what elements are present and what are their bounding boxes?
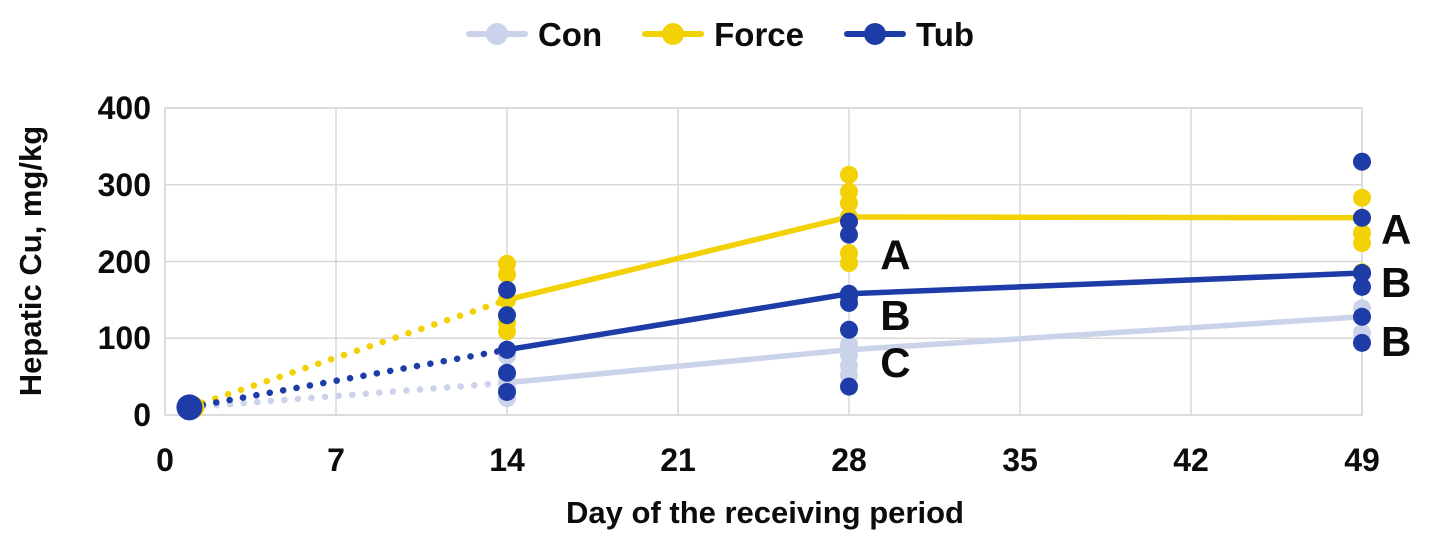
x-tick-label: 7	[327, 442, 345, 478]
data-point-tub	[1353, 264, 1371, 283]
significance-letter: B	[1381, 318, 1411, 365]
data-point-tub	[498, 280, 516, 299]
x-axis-title: Day of the receiving period	[566, 495, 964, 530]
y-tick-label: 300	[97, 166, 151, 203]
data-point-force	[840, 165, 858, 184]
data-point-tub	[840, 225, 858, 244]
data-point-force	[1353, 234, 1371, 253]
data-point-tub	[1353, 307, 1371, 326]
legend-label: Force	[714, 15, 804, 53]
data-point-tub	[498, 363, 516, 382]
x-tick-label: 35	[1002, 442, 1038, 478]
significance-letter: A	[880, 231, 910, 278]
plot-border	[164, 107, 1363, 416]
legend-marker-icon	[642, 22, 705, 46]
dotted-segment-force	[186, 296, 511, 411]
data-point-tub	[498, 306, 516, 325]
data-point-force	[1353, 188, 1371, 207]
data-point-force	[840, 194, 858, 213]
data-point-tub	[840, 293, 858, 312]
data-point-tub	[1353, 152, 1371, 171]
y-tick-label: 0	[133, 397, 151, 433]
data-point-tub	[1353, 333, 1371, 352]
data-point-force	[498, 265, 516, 284]
data-point-tub	[840, 377, 858, 396]
x-tick-label: 14	[489, 442, 525, 478]
data-point-tub	[840, 320, 858, 339]
significance-letter: A	[1381, 206, 1411, 253]
significance-letter: B	[880, 292, 910, 339]
data-point-tub	[840, 212, 858, 231]
data-point-tub	[1353, 277, 1371, 296]
x-tick-label: 28	[831, 442, 867, 478]
y-tick-label: 200	[97, 243, 151, 280]
data-point-tub	[176, 394, 203, 421]
x-tick-label: 49	[1344, 442, 1380, 478]
y-tick-label: 100	[97, 320, 151, 357]
legend: Con Force Tub	[0, 8, 1440, 60]
data-point-tub	[498, 340, 516, 359]
significance-letter: B	[1381, 259, 1411, 306]
significance-letter: C	[880, 339, 910, 386]
legend-item-tub: Tub	[844, 18, 974, 51]
data-point-tub	[498, 382, 516, 401]
mean-line-force	[504, 214, 1365, 303]
data-point-tub	[1353, 208, 1371, 227]
legend-label: Tub	[916, 15, 975, 53]
x-tick-label: 42	[1173, 442, 1209, 478]
x-tick-label: 21	[660, 442, 696, 478]
y-tick-label: 400	[97, 90, 151, 126]
legend-label: Con	[537, 15, 603, 53]
legend-marker-icon	[465, 22, 528, 46]
x-tick-label: 0	[156, 442, 174, 478]
dotted-segment-con	[186, 379, 511, 411]
legend-item-con: Con	[465, 15, 603, 53]
data-point-force	[840, 254, 858, 273]
data-point-force	[498, 322, 516, 341]
legend-marker-icon	[844, 22, 906, 46]
dotted-segment-tub	[186, 346, 511, 411]
legend-item-force: Force	[642, 18, 804, 51]
